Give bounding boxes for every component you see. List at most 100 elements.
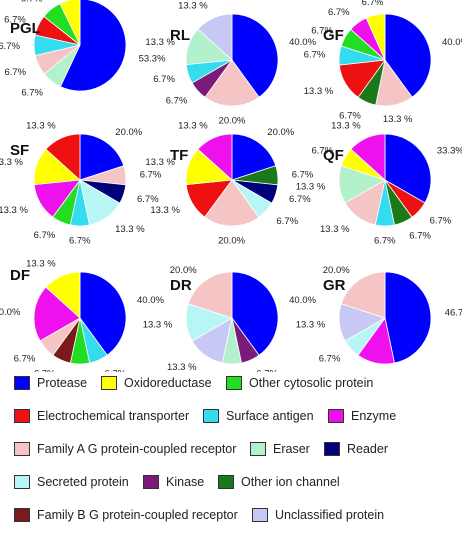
legend-swatch [14,442,30,456]
pie-title: DF [10,267,30,284]
legend-label: Other cytosolic protein [249,376,374,390]
legend-item-other_cytosolic: Other cytosolic protein [226,376,373,390]
pie-slice-protease [59,0,127,92]
pie-slice-enzyme [197,133,233,181]
slice-value-label: 13.3 % [296,182,326,193]
pie-gr: 46.7%13.3 %6.7%13.3 %20.0%GR [296,265,462,365]
pie-slice-oxidoreductase [59,0,81,46]
slice-value-label: 13.3 % [383,114,413,125]
slice-value-label: 6.7% [4,15,26,26]
legend-swatch [226,376,242,390]
slice-value-label: 20.0% [267,127,294,138]
legend-label: Family B G protein-coupled receptor [37,508,238,522]
legend-swatch [14,508,30,522]
pie-title: PGL [10,20,41,37]
pie-slice-enzyme [33,286,81,342]
slice-value-label: 20.0% [218,236,245,247]
pie-qf: 33.3% 6.7% 6.7% 6.7% 13.3 % 13.3 % 6.7% 13.3 % Q… [296,121,462,247]
pie-slice-family_a_gpcr [204,179,260,227]
slice-value-label: 13.3 % [150,205,180,216]
legend-item-family_b_gpcr: Family B G protein-coupled receptor [14,508,238,522]
slice-value-label: 13.3 % [143,320,173,331]
pie-charts-grid: 53.3%6.7%6.7%6.7%6.7%6.7%6.7%PGL40.0%20.… [0,0,462,372]
pie-df: 40.0%6.7%6.7%6.7%6.7%20.0%13.3 %DF [0,259,164,372]
slice-value-label: 6.7% [430,216,452,227]
pie-title: RL [170,27,190,44]
pie-slice-protease [231,271,279,356]
slice-value-label: 13.3 % [26,121,56,132]
legend-swatch [143,475,159,489]
legend-swatch [250,442,266,456]
legend-label: Other ion channel [241,475,340,489]
slice-value-label: 13.3 % [178,1,208,12]
slice-value-label: 53.3% [139,54,166,65]
pie-slice-protease [231,13,279,98]
legend: Protease Oxidoreductase Other cytosolic pr… [14,376,454,546]
pie-slice-protease [79,133,125,181]
legend-label: Surface antigen [226,409,314,423]
slice-value-label: 6.7% [304,50,326,61]
legend-item-family_a_gpcr: Family A G protein-coupled receptor [14,442,236,456]
slice-value-label: 6.7% [319,354,341,365]
legend-swatch [14,376,30,390]
legend-label: Secreted protein [37,475,129,489]
pie-title: DR [170,277,192,294]
slice-value-label: 6.7% [339,110,361,121]
slice-value-label: 40.0% [289,295,316,306]
pie-rl: 40.0%20.0%6.7%6.7%13.3 %13.3 %RL [145,1,316,127]
pie-pgl: 53.3%6.7%6.7%6.7%6.7%6.7%6.7%PGL [0,0,166,99]
legend-label: Kinase [166,475,205,489]
slice-value-label: 13.3 % [0,205,28,216]
slice-value-label: 6.7% [374,236,396,247]
slice-value-label: 6.7% [362,0,384,8]
slice-value-label: 6.7% [311,145,333,156]
pie-tf: 20.0% 6.7% 6.7% 6.7% 20.0% 13.3 % 13.3 % 13.3 %… [145,121,313,247]
legend-item-kinase: Kinase [143,475,204,489]
slice-value-label: 6.7% [276,216,298,227]
pie-slice-oxidoreductase [365,13,386,61]
legend-swatch [14,409,30,423]
pie-slice-protease [231,133,277,181]
slice-value-label: 6.7% [292,169,314,180]
slice-value-label: 6.7% [153,74,175,85]
pie-sf: 20.0% 6.7% 6.7% 13.3 % 6.7% 6.7% 13.3 % 13.3 % 1… [0,121,162,247]
slice-value-label: 6.7% [328,7,350,18]
pie-slice-protease [384,13,432,98]
pie-slice-family_a_gpcr [340,271,386,319]
slice-value-label: 6.7% [105,368,127,372]
legend-label: Eraser [273,442,310,456]
legend-item-enzyme: Enzyme [328,409,396,423]
slice-value-label: 6.7% [137,194,159,205]
legend-label: Oxidoreductase [124,376,212,390]
slice-value-label: 6.7% [34,230,56,241]
pie-title: TF [170,147,188,164]
legend-swatch [328,409,344,423]
pie-slice-protease [384,133,432,204]
pie-slice-electrochemical [45,133,81,181]
pie-title: SF [10,142,29,159]
pie-dr: 40.0%6.7%6.7%13.3 %13.3 %20.0%DR [143,265,317,372]
legend-item-protease: Protease [14,376,87,390]
legend-label: Electrochemical transporter [37,409,190,423]
slice-value-label: 13.3 % [167,362,197,372]
legend-item-oxidoreductase: Oxidoreductase [101,376,212,390]
slice-value-label: 6.7% [34,368,56,372]
slice-value-label: 13.3 % [296,320,326,331]
slice-value-label: 13.3 % [145,157,175,168]
slice-value-label: 46.7% [445,307,462,318]
legend-swatch [101,376,117,390]
legend-swatch [14,475,30,489]
slice-value-label: 20.0% [0,307,21,318]
slice-value-label: 40.0% [442,37,462,48]
legend-item-secreted: Secreted protein [14,475,129,489]
legend-item-electrochemical: Electrochemical transporter [14,409,189,423]
slice-value-label: 13.3 % [320,224,350,235]
pie-slice-enzyme [350,133,386,181]
slice-value-label: 13.3 % [26,259,56,270]
pie-title: GF [323,27,344,44]
slice-value-label: 6.7% [311,26,333,37]
pie-title: GR [323,277,346,294]
legend-label: Family A G protein-coupled receptor [37,442,237,456]
pie-slice-unclassified [197,13,233,61]
legend-swatch [252,508,268,522]
